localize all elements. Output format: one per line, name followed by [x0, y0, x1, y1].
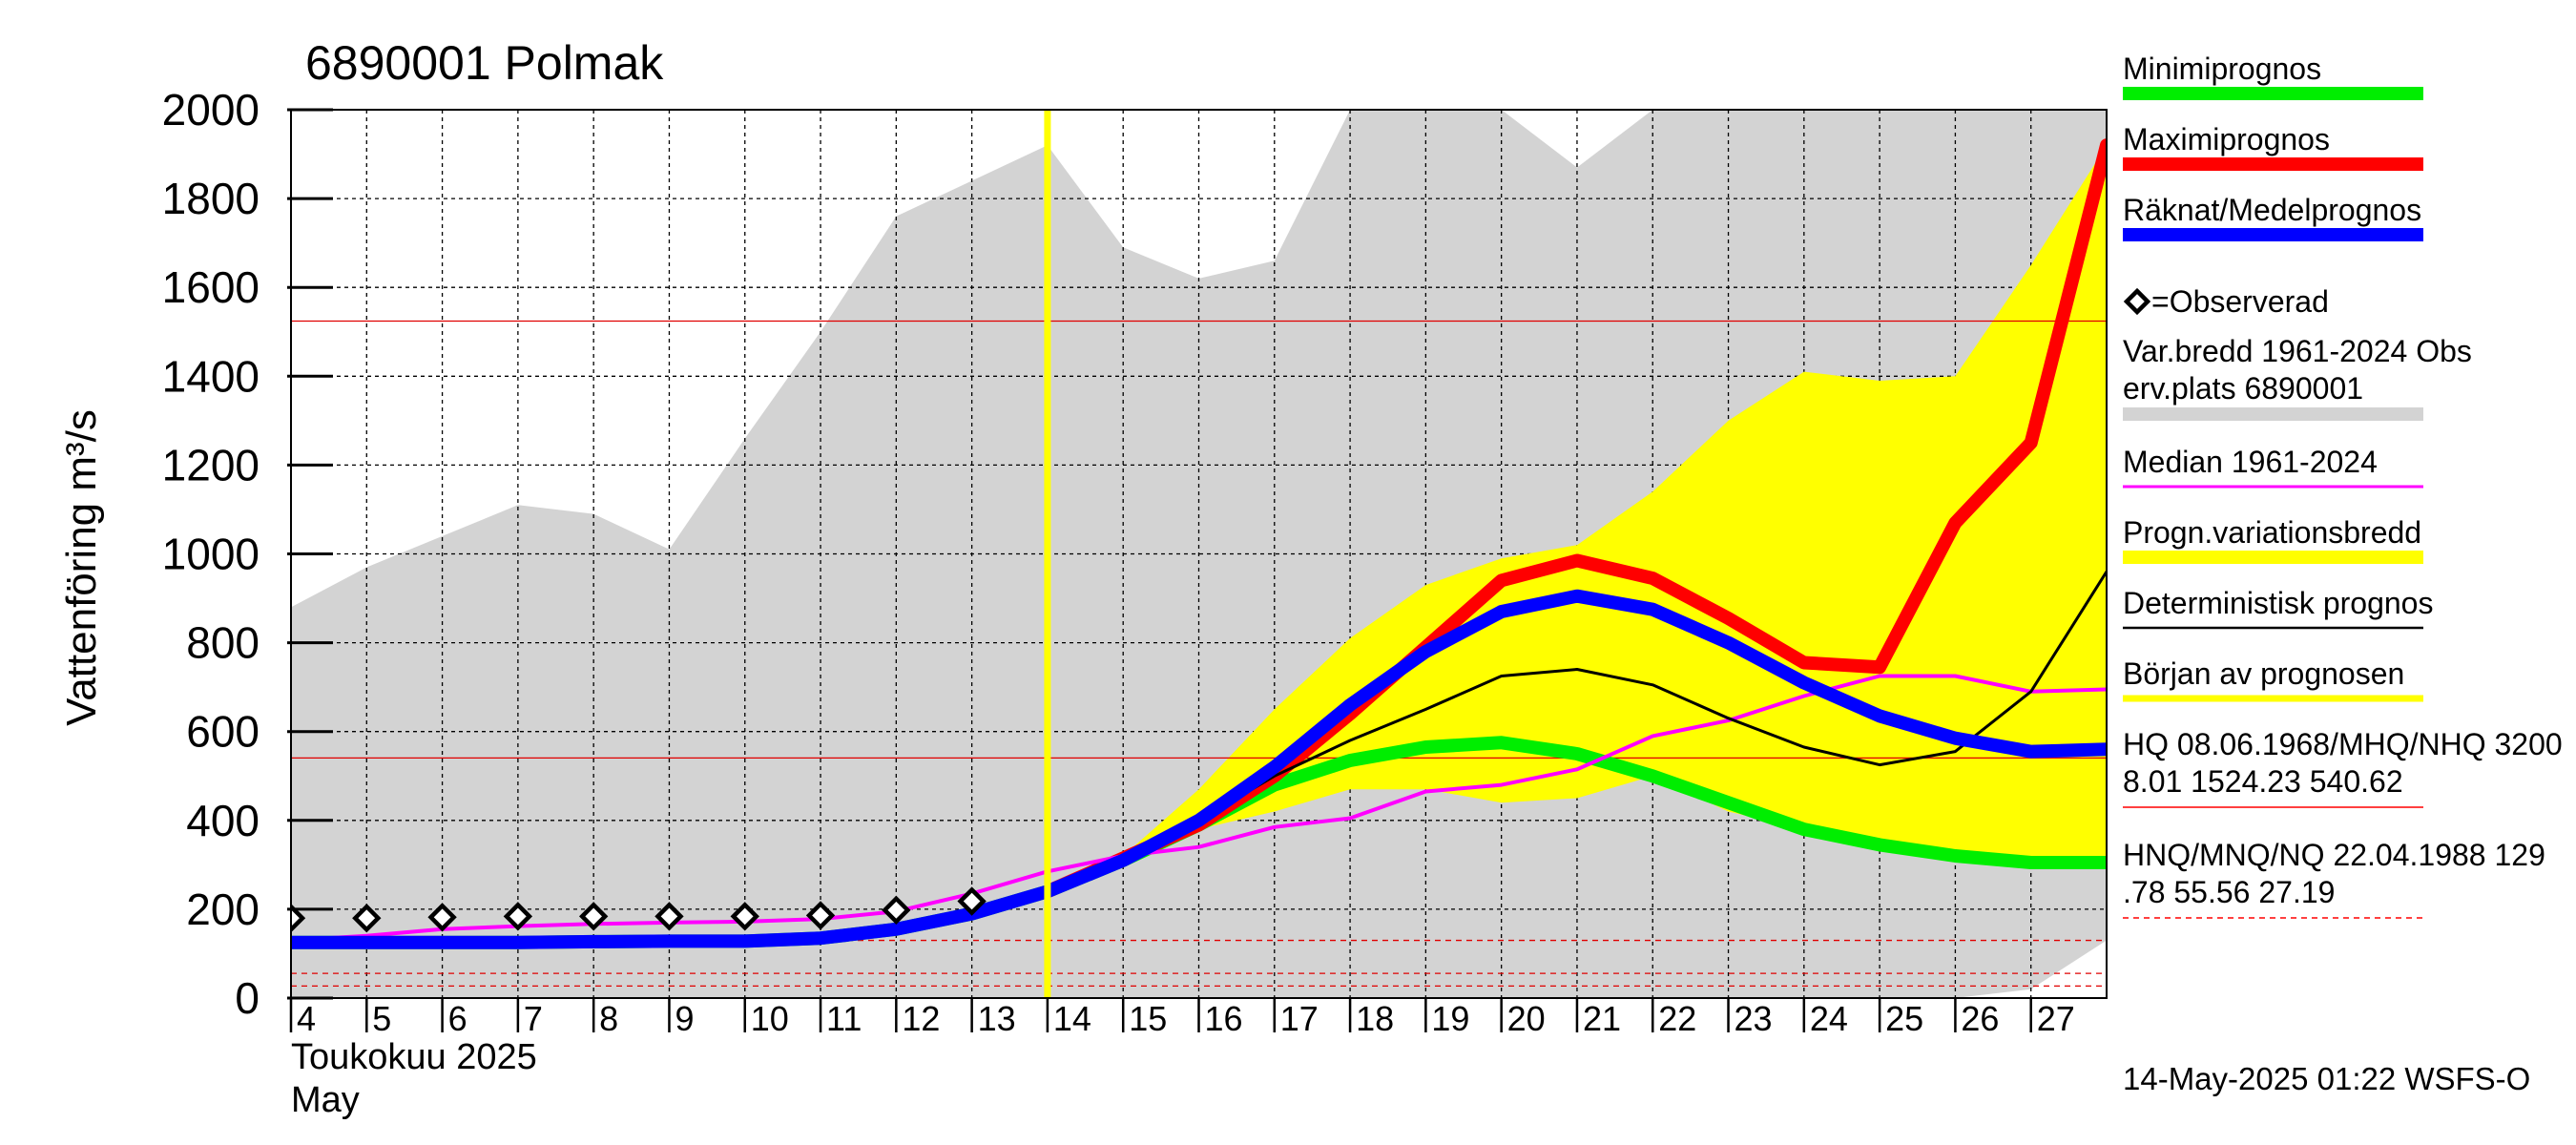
y-tick-label: 1200: [162, 440, 260, 489]
observed-point: [957, 886, 987, 916]
legend-label-hnq-mnq-nq-22-04-1988-129: HNQ/MNQ/NQ 22.04.1988 129: [2123, 838, 2545, 872]
observed-point: [654, 902, 684, 931]
x-tick-label: 23: [1735, 999, 1773, 1038]
x-tick-label: 22: [1658, 999, 1696, 1038]
timestamp: 14-May-2025 01:22 WSFS-O: [2123, 1061, 2530, 1096]
x-tick-label: 8: [599, 999, 618, 1038]
legend-label-deterministisk-prognos: Deterministisk prognos: [2123, 586, 2433, 620]
x-tick-label: 24: [1810, 999, 1848, 1038]
y-tick-label: 200: [186, 885, 260, 934]
legend-label-var-bredd-1961-2024-obs: Var.bredd 1961-2024 Obs: [2123, 334, 2472, 368]
x-tick-label: 21: [1583, 999, 1621, 1038]
x-tick-label: 17: [1280, 999, 1319, 1038]
y-tick-label: 2000: [162, 85, 260, 135]
x-tick-label: 4: [297, 999, 316, 1038]
plot-area: [291, 110, 2107, 998]
legend-label-maximiprognos: Maximiprognos: [2123, 122, 2330, 156]
x-tick-label: 11: [826, 999, 862, 1038]
x-tick-label: 14: [1053, 999, 1091, 1038]
y-tick-label: 1000: [162, 530, 260, 579]
legend-label-hq-08-06-1968-mhq-nhq-3200: HQ 08.06.1968/MHQ/NHQ 3200: [2123, 727, 2563, 761]
observed-point: [805, 901, 836, 930]
x-tick-label: 25: [1885, 999, 1923, 1038]
x-tick-label: 13: [978, 999, 1016, 1038]
x-tick-label: 26: [1961, 999, 1999, 1038]
x-tick-label: 12: [902, 999, 940, 1038]
legend-label-r-knat-medelprognos: Räknat/Medelprognos: [2123, 193, 2421, 227]
observed-point: [882, 895, 911, 926]
legend-label-minimiprognos: Minimiprognos: [2123, 52, 2321, 86]
legend-label-observed: =Observerad: [2151, 284, 2329, 319]
x-tick-label: 18: [1356, 999, 1394, 1038]
y-axis: 0 200 400 600 800 1000 1200 1400 1600 1800 2000: [162, 85, 333, 1023]
x-tick-label: 5: [372, 999, 391, 1038]
legend-label-var-bredd-1961-2024-obs-2: erv.plats 6890001: [2123, 371, 2363, 406]
series-r-knat-medelprognos: [291, 589, 2107, 949]
observed-point: [578, 902, 609, 931]
legend-observed-marker: [2123, 287, 2151, 316]
y-tick-label: 600: [186, 707, 260, 757]
chart-title: 6890001 Polmak: [305, 36, 664, 90]
x-tick-label: 9: [675, 999, 694, 1038]
y-axis-label: Vattenföring m³/s: [58, 409, 105, 726]
x-tick-label: 19: [1431, 999, 1469, 1038]
observed-point: [291, 904, 306, 933]
observed-point: [503, 902, 533, 931]
legend-label-b-rjan-av-prognosen: Början av prognosen: [2123, 656, 2404, 691]
x-month-label-fi: Toukokuu 2025: [291, 1037, 537, 1077]
x-tick-label: 6: [448, 999, 467, 1038]
legend-label-progn-variationsbredd: Progn.variationsbredd: [2123, 515, 2421, 550]
observed-point: [352, 904, 382, 933]
x-tick-label: 10: [751, 999, 789, 1038]
x-tick-label: 16: [1205, 999, 1243, 1038]
y-tick-label: 1400: [162, 351, 260, 401]
y-tick-label: 1600: [162, 262, 260, 312]
observed-point: [730, 902, 759, 931]
x-tick-label: 7: [524, 999, 543, 1038]
legend: Minimiprognos Maximiprognos Räknat/Medelpr…: [2123, 52, 2563, 919]
x-tick-label: 20: [1507, 999, 1546, 1038]
legend-label-hnq-mnq-nq-22-04-1988-129-2: .78 55.56 27.19: [2123, 875, 2335, 909]
y-tick-label: 1800: [162, 174, 260, 223]
x-month-label-en: May: [291, 1080, 360, 1120]
y-tick-label: 800: [186, 618, 260, 668]
x-tick-label: 27: [2037, 999, 2075, 1038]
x-tick-label: 15: [1129, 999, 1167, 1038]
y-tick-label: 0: [235, 973, 260, 1023]
legend-label-hq-08-06-1968-mhq-nhq-3200-2: 8.01 1524.23 540.62: [2123, 764, 2403, 799]
y-tick-label: 400: [186, 796, 260, 845]
legend-label-median-1961-2024: Median 1961-2024: [2123, 445, 2378, 479]
observed-point: [427, 903, 457, 932]
x-axis: 4 5 6 7 8 9 10 11 12 13 14 15 16 17 18 19 20 21 22 23 24 25 26…: [289, 998, 2075, 1038]
